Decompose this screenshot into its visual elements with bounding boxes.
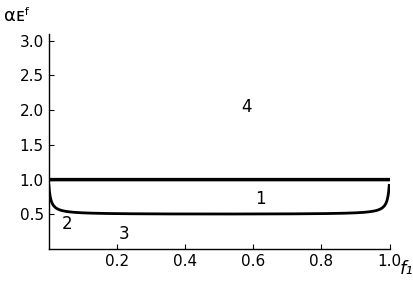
- X-axis label: f₁: f₁: [400, 260, 413, 278]
- Text: αᴇᶠ: αᴇᶠ: [4, 7, 30, 25]
- Text: 3: 3: [118, 225, 129, 243]
- Text: 2: 2: [62, 215, 73, 233]
- Text: 4: 4: [241, 98, 252, 116]
- Text: 1: 1: [255, 190, 265, 208]
